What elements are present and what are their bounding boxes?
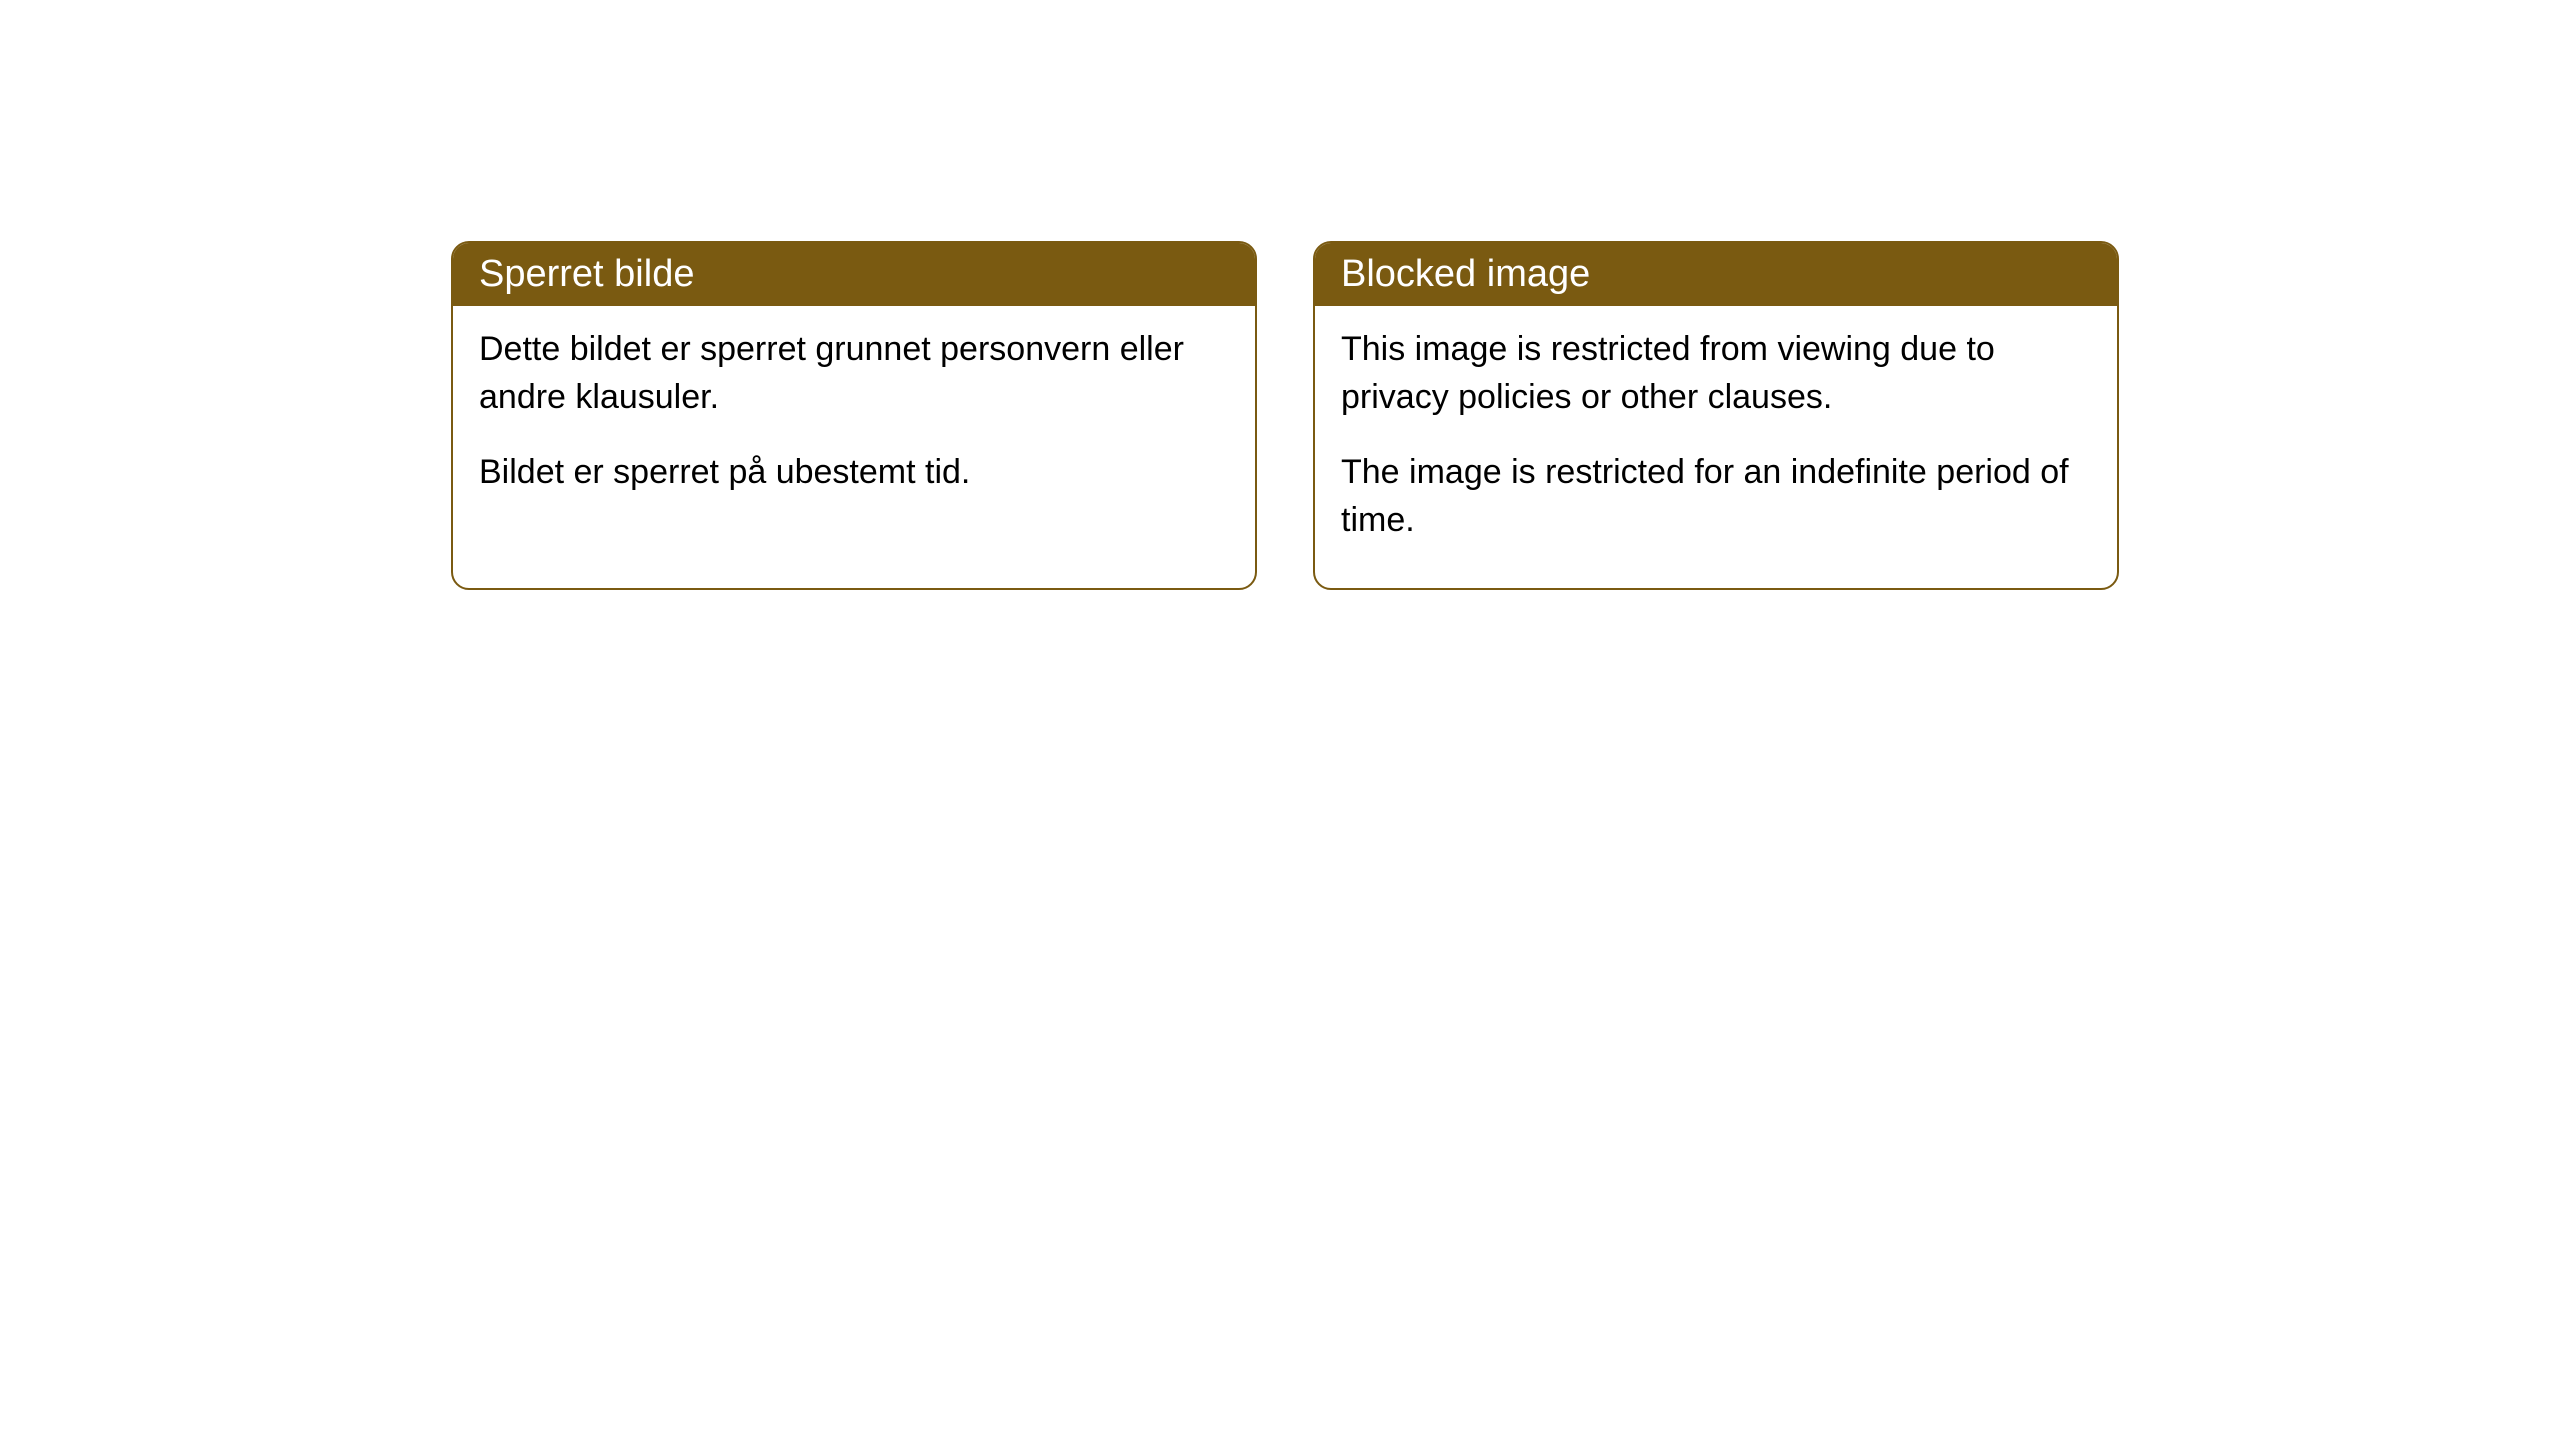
- blocked-image-card-english: Blocked image This image is restricted f…: [1313, 241, 2119, 590]
- card-paragraph-1-norwegian: Dette bildet er sperret grunnet personve…: [479, 326, 1229, 421]
- notice-cards-container: Sperret bilde Dette bildet er sperret gr…: [451, 241, 2119, 590]
- card-paragraph-1-english: This image is restricted from viewing du…: [1341, 326, 2091, 421]
- card-paragraph-2-norwegian: Bildet er sperret på ubestemt tid.: [479, 449, 1229, 497]
- blocked-image-card-norwegian: Sperret bilde Dette bildet er sperret gr…: [451, 241, 1257, 590]
- card-header-norwegian: Sperret bilde: [453, 243, 1255, 306]
- card-paragraph-2-english: The image is restricted for an indefinit…: [1341, 449, 2091, 544]
- card-header-english: Blocked image: [1315, 243, 2117, 306]
- card-body-english: This image is restricted from viewing du…: [1315, 306, 2117, 588]
- card-body-norwegian: Dette bildet er sperret grunnet personve…: [453, 306, 1255, 541]
